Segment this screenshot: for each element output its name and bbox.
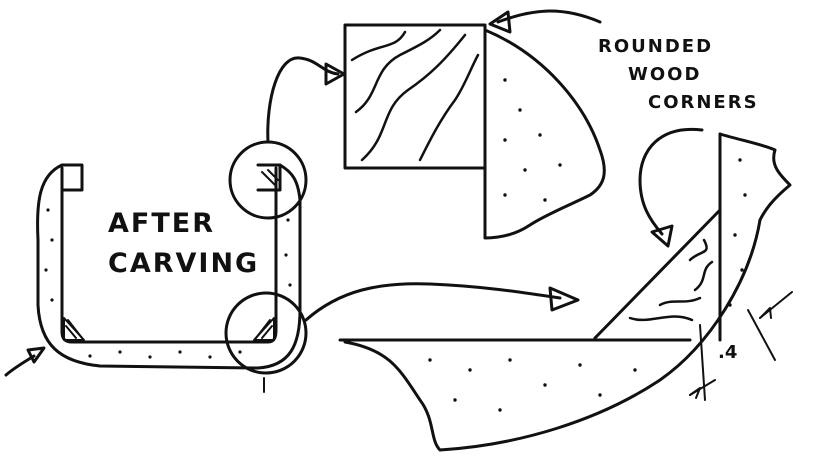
detail-circle-bottom — [224, 291, 308, 375]
arrow-to-bottom-detail — [304, 282, 580, 322]
dimension-thickness: .4 — [689, 291, 793, 401]
core-stipple — [44, 208, 292, 359]
label-carving: CARVING — [108, 248, 259, 279]
label-after: AFTER — [108, 208, 215, 239]
top-corner-detail — [343, 23, 606, 240]
u-channel-part — [36, 163, 302, 370]
dimension-label: .4 — [718, 342, 737, 363]
label-rounded: ROUNDED — [598, 36, 713, 57]
label-corners: CORNERS — [648, 92, 759, 113]
bottom-corner-detail — [338, 132, 792, 452]
arrow-to-top-detail — [266, 56, 346, 144]
arrow-to-rounded-edge — [488, 9, 602, 34]
pointer-arrow-left — [4, 346, 46, 377]
label-wood: WOOD — [628, 64, 701, 85]
arrow-to-wood-wedge — [638, 127, 704, 248]
